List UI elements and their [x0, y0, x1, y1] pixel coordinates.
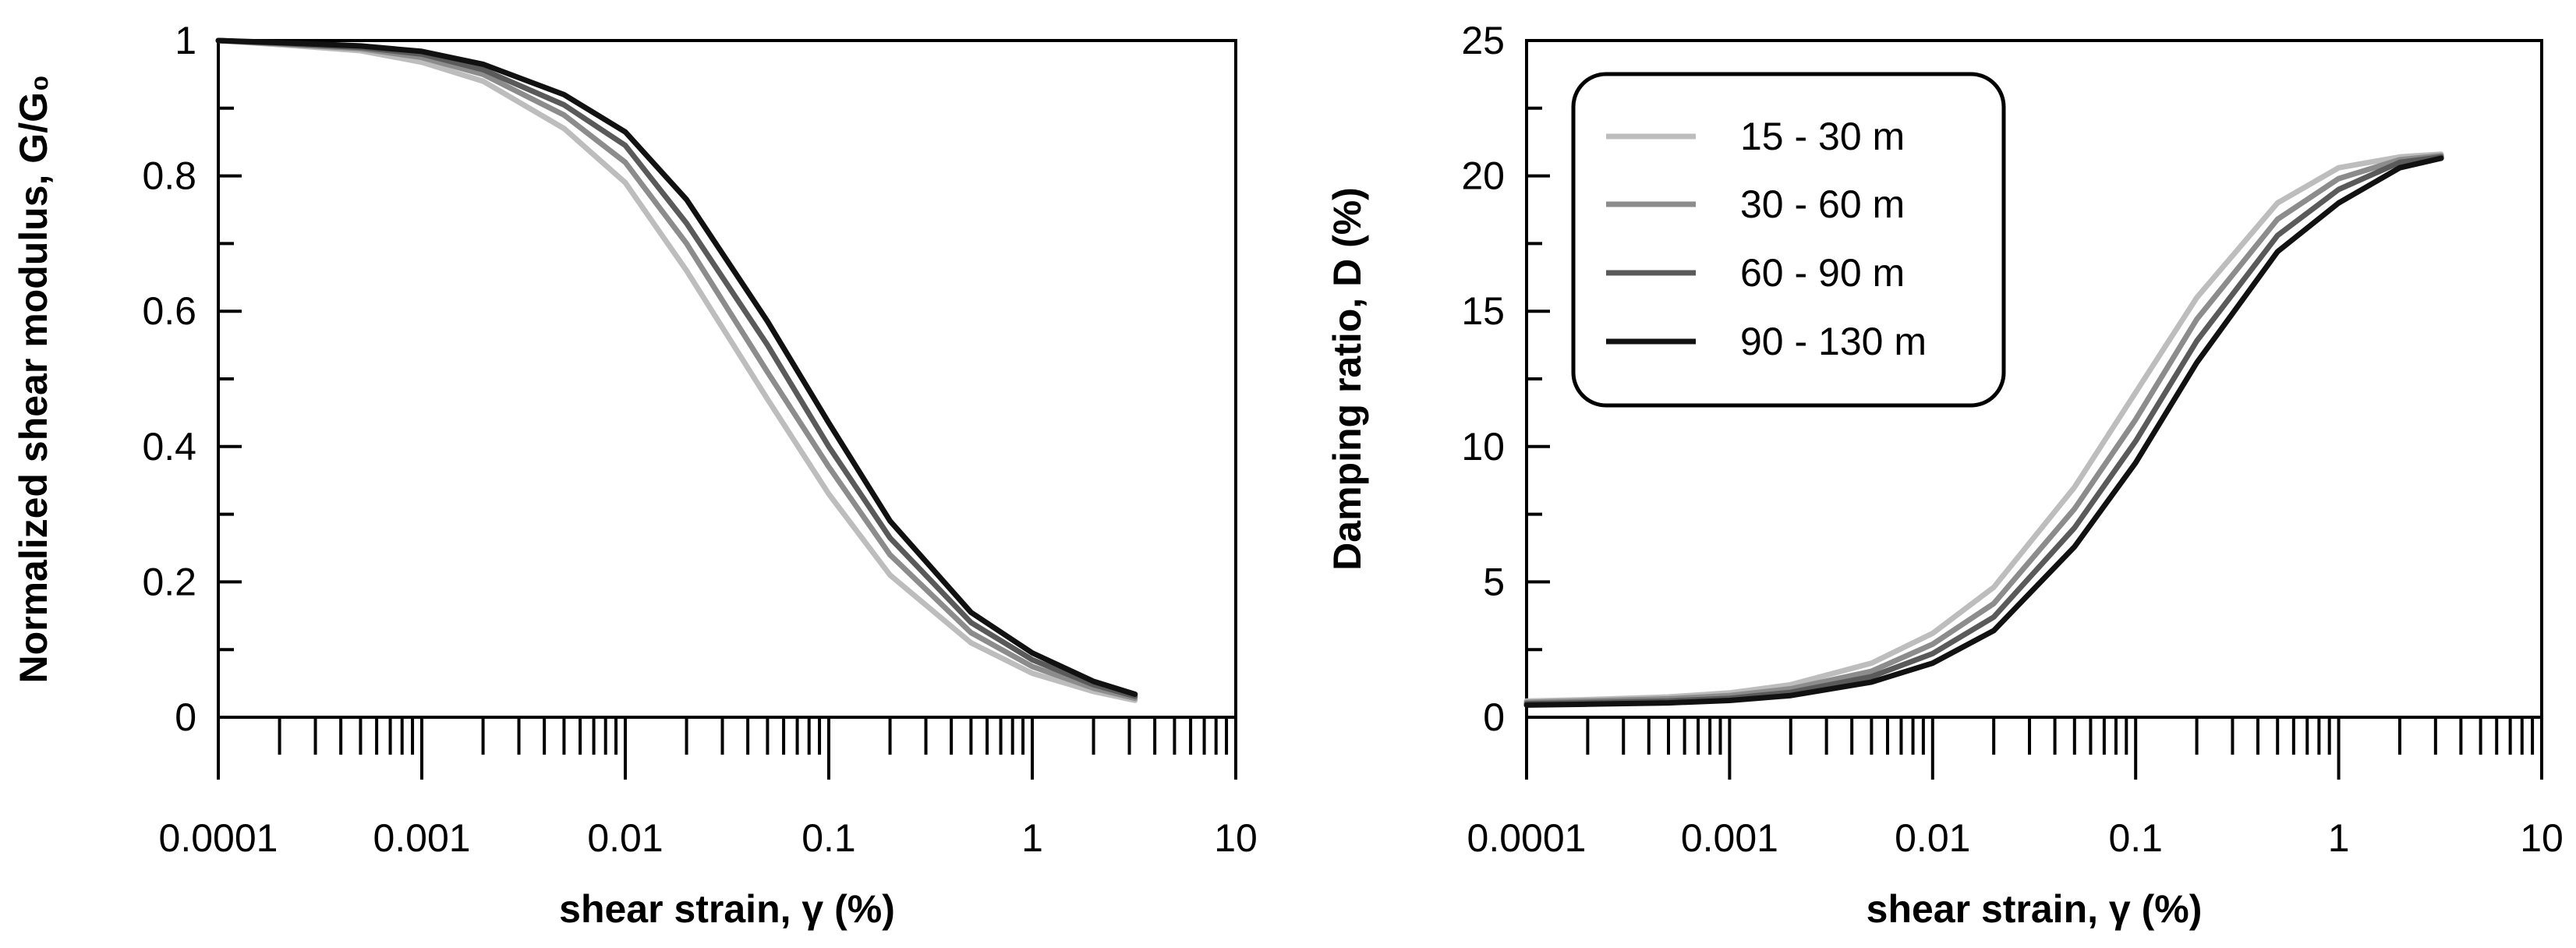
chart-1: 0 0.2 0.4 0.6 0.8 1 0.0001 0.001 0.01 0.1 1 10 shear… — [12, 19, 1258, 931]
y-tick-label: 20 — [1461, 154, 1505, 198]
legend-label: 60 - 90 m — [1740, 251, 1905, 295]
legend-label: 90 - 130 m — [1740, 320, 1927, 363]
x-tick-label: 1 — [1021, 816, 1043, 860]
y-tick-label: 10 — [1461, 425, 1505, 469]
legend-box — [1571, 72, 2006, 408]
plot-frame — [217, 39, 1237, 719]
series-line — [215, 37, 1138, 699]
x-tick-label: 10 — [2520, 816, 2564, 860]
y-tick-label: 25 — [1461, 19, 1505, 62]
y-tick-label: 0 — [1483, 695, 1505, 739]
x-axis-title: shear strain, γ (%) — [559, 887, 895, 931]
x-tick-label: 1 — [2328, 816, 2350, 860]
y-tick-label: 0.4 — [142, 425, 196, 469]
x-tick-label: 0.001 — [1681, 816, 1778, 860]
series-line — [215, 37, 1138, 697]
y-tick-label: 0.6 — [142, 289, 196, 333]
chart-2: 0 5 10 15 20 25 0.0001 0.001 0.01 0.1 1 10 shear str… — [1325, 19, 2564, 931]
x-tick-label: 0.01 — [1895, 816, 1970, 860]
x-tick-label: 0.1 — [801, 816, 856, 860]
x-tick-label: 0.0001 — [1467, 816, 1587, 860]
x-tick-label: 0.1 — [2108, 816, 2163, 860]
x-axis-title: shear strain, γ (%) — [1867, 887, 2203, 931]
legend: 15 - 30 m 30 - 60 m 60 - 90 m 90 - 130 m — [1571, 72, 2006, 408]
legend-label: 15 - 30 m — [1740, 115, 1905, 158]
x-tick-label: 0.0001 — [159, 816, 278, 860]
x-tick-label: 0.001 — [373, 816, 470, 860]
y-axis-title: Damping ratio, D (%) — [1325, 187, 1369, 571]
x-tick-label: 10 — [1214, 816, 1258, 860]
y-tick-label: 1 — [175, 19, 196, 62]
y-tick-label: 0.2 — [142, 560, 196, 603]
y-tick-label: 5 — [1483, 560, 1505, 603]
legend-label: 30 - 60 m — [1740, 182, 1905, 226]
y-axis-title: Normalized shear modulus, G/G₀ — [12, 74, 55, 683]
y-tick-label: 15 — [1461, 289, 1505, 333]
series-line — [215, 37, 1138, 702]
series-line — [1523, 155, 2444, 708]
y-tick-label: 0 — [175, 695, 196, 739]
y-tick-label: 0.8 — [142, 154, 196, 198]
series-line — [215, 37, 1138, 703]
x-tick-label: 0.01 — [587, 816, 663, 860]
